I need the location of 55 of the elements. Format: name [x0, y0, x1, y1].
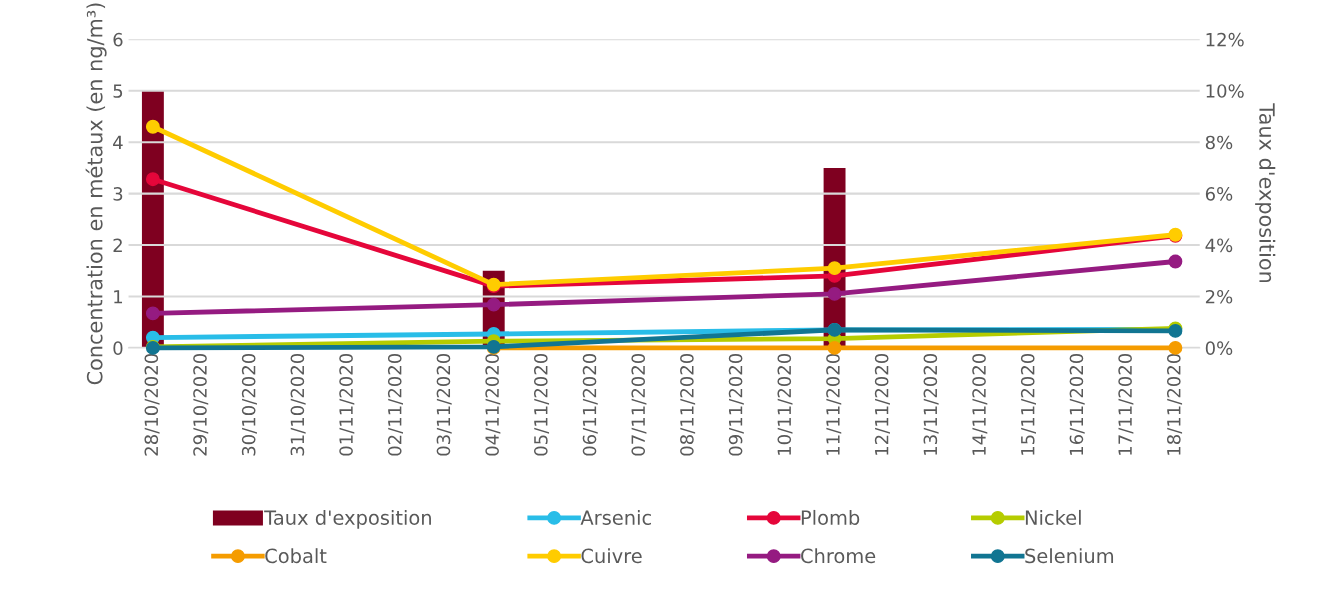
x-tick-label: 09/11/2020 — [728, 353, 744, 456]
point — [827, 340, 842, 355]
y2-tick-label: 10% — [1206, 84, 1244, 98]
x-tick-label: 06/11/2020 — [582, 353, 598, 456]
x-tick-label: 13/11/2020 — [923, 353, 939, 455]
point — [827, 261, 842, 276]
x-tick-label: 08/11/2020 — [680, 353, 696, 456]
y-tick-label: 3 — [113, 187, 123, 201]
y2-axis-title: Taux d'exposition — [1255, 103, 1276, 283]
y-axis-title: Concentration en métaux (en ng/m³) — [85, 3, 107, 385]
x-tick-label: 03/11/2020 — [436, 353, 452, 456]
y-tick-label: 0 — [113, 341, 123, 355]
y2-tick-label: 0% — [1205, 341, 1233, 355]
point — [145, 172, 160, 187]
point — [1168, 254, 1183, 269]
legend-label: Cobalt — [265, 548, 327, 564]
legend-label: Taux d'exposition — [264, 509, 431, 529]
x-tick-label: 02/11/2020 — [387, 353, 403, 456]
x-tick-label: 07/11/2020 — [631, 353, 647, 456]
y-tick-label: 2 — [113, 238, 122, 252]
x-tick-label: 17/11/2020 — [1118, 353, 1134, 455]
x-tick-label: 10/11/2020 — [777, 353, 793, 455]
point — [827, 286, 842, 301]
x-tick-label: 05/11/2020 — [534, 353, 550, 456]
x-tick-label: 15/11/2020 — [1020, 353, 1036, 455]
point — [486, 297, 501, 312]
y2-tick-label: 4% — [1205, 238, 1233, 253]
x-tick-label: 31/10/2020 — [290, 353, 306, 456]
y-tick-label: 1 — [114, 290, 123, 304]
x-tick-label: 28/10/2020 — [144, 353, 160, 456]
y2-tick-label: 2% — [1205, 289, 1233, 304]
y-tick-label: 5 — [113, 84, 123, 98]
legend-label: Plomb — [801, 509, 860, 525]
x-tick-label: 04/11/2020 — [485, 353, 501, 456]
legend-label: Arsenic — [580, 509, 651, 525]
legend-label: Nickel — [1025, 509, 1081, 525]
point — [1168, 340, 1183, 355]
x-tick-label: 29/10/2020 — [193, 353, 209, 456]
y-tick-label: 6 — [113, 32, 123, 47]
x-tick-label: 01/11/2020 — [339, 353, 355, 456]
x-tick-label: 14/11/2020 — [972, 353, 988, 455]
x-tick-label: 30/10/2020 — [241, 353, 257, 456]
legend-label: Selenium — [1025, 548, 1114, 564]
x-tick-label: 11/11/2020 — [826, 353, 842, 455]
point — [145, 119, 160, 134]
x-tick-label: 16/11/2020 — [1069, 353, 1085, 455]
legend-label: Cuivre — [581, 548, 642, 564]
y2-tick-label: 12% — [1206, 32, 1244, 47]
x-tick-label: 18/11/2020 — [1166, 353, 1183, 455]
point — [145, 306, 160, 321]
y2-tick-label: 8% — [1205, 135, 1233, 150]
legend-label: Chrome — [801, 548, 876, 564]
y2-tick-label: 6% — [1205, 187, 1233, 201]
y-tick-label: 4 — [113, 135, 123, 150]
x-tick-label: 12/11/2020 — [874, 353, 890, 455]
